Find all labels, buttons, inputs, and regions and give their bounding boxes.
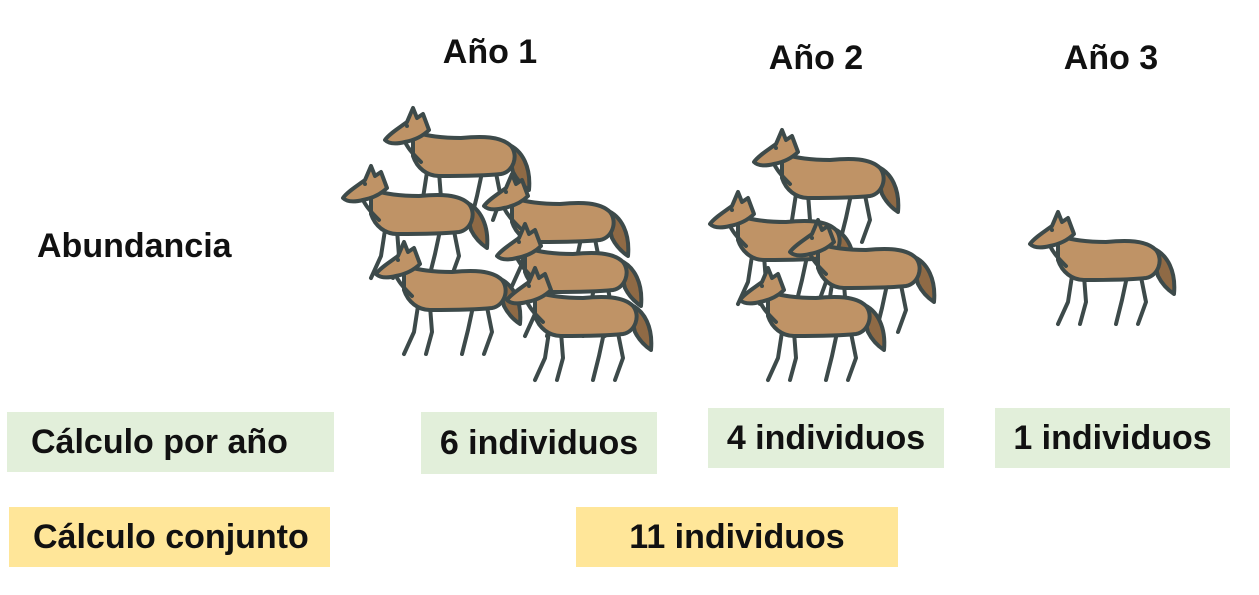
combined-total: 11 individuos: [576, 507, 898, 567]
year-1-count: 6 individuos: [421, 412, 657, 474]
year-1-title: Año 1: [442, 33, 538, 71]
wolf-icon: [738, 266, 887, 382]
year-2-count: 4 individuos: [708, 408, 944, 468]
year-2-title: Año 2: [768, 39, 864, 77]
year-3-title: Año 3: [1063, 39, 1159, 77]
wolf-icon: [505, 266, 654, 382]
combined-label: Cálculo conjunto: [9, 507, 330, 567]
wolf-icon: [1028, 210, 1177, 326]
year-3-count: 1 individuos: [995, 408, 1230, 468]
wolf-icon: [374, 240, 523, 356]
per-year-label: Cálculo por año: [7, 412, 334, 472]
abundance-label: Abundancia: [37, 227, 232, 265]
